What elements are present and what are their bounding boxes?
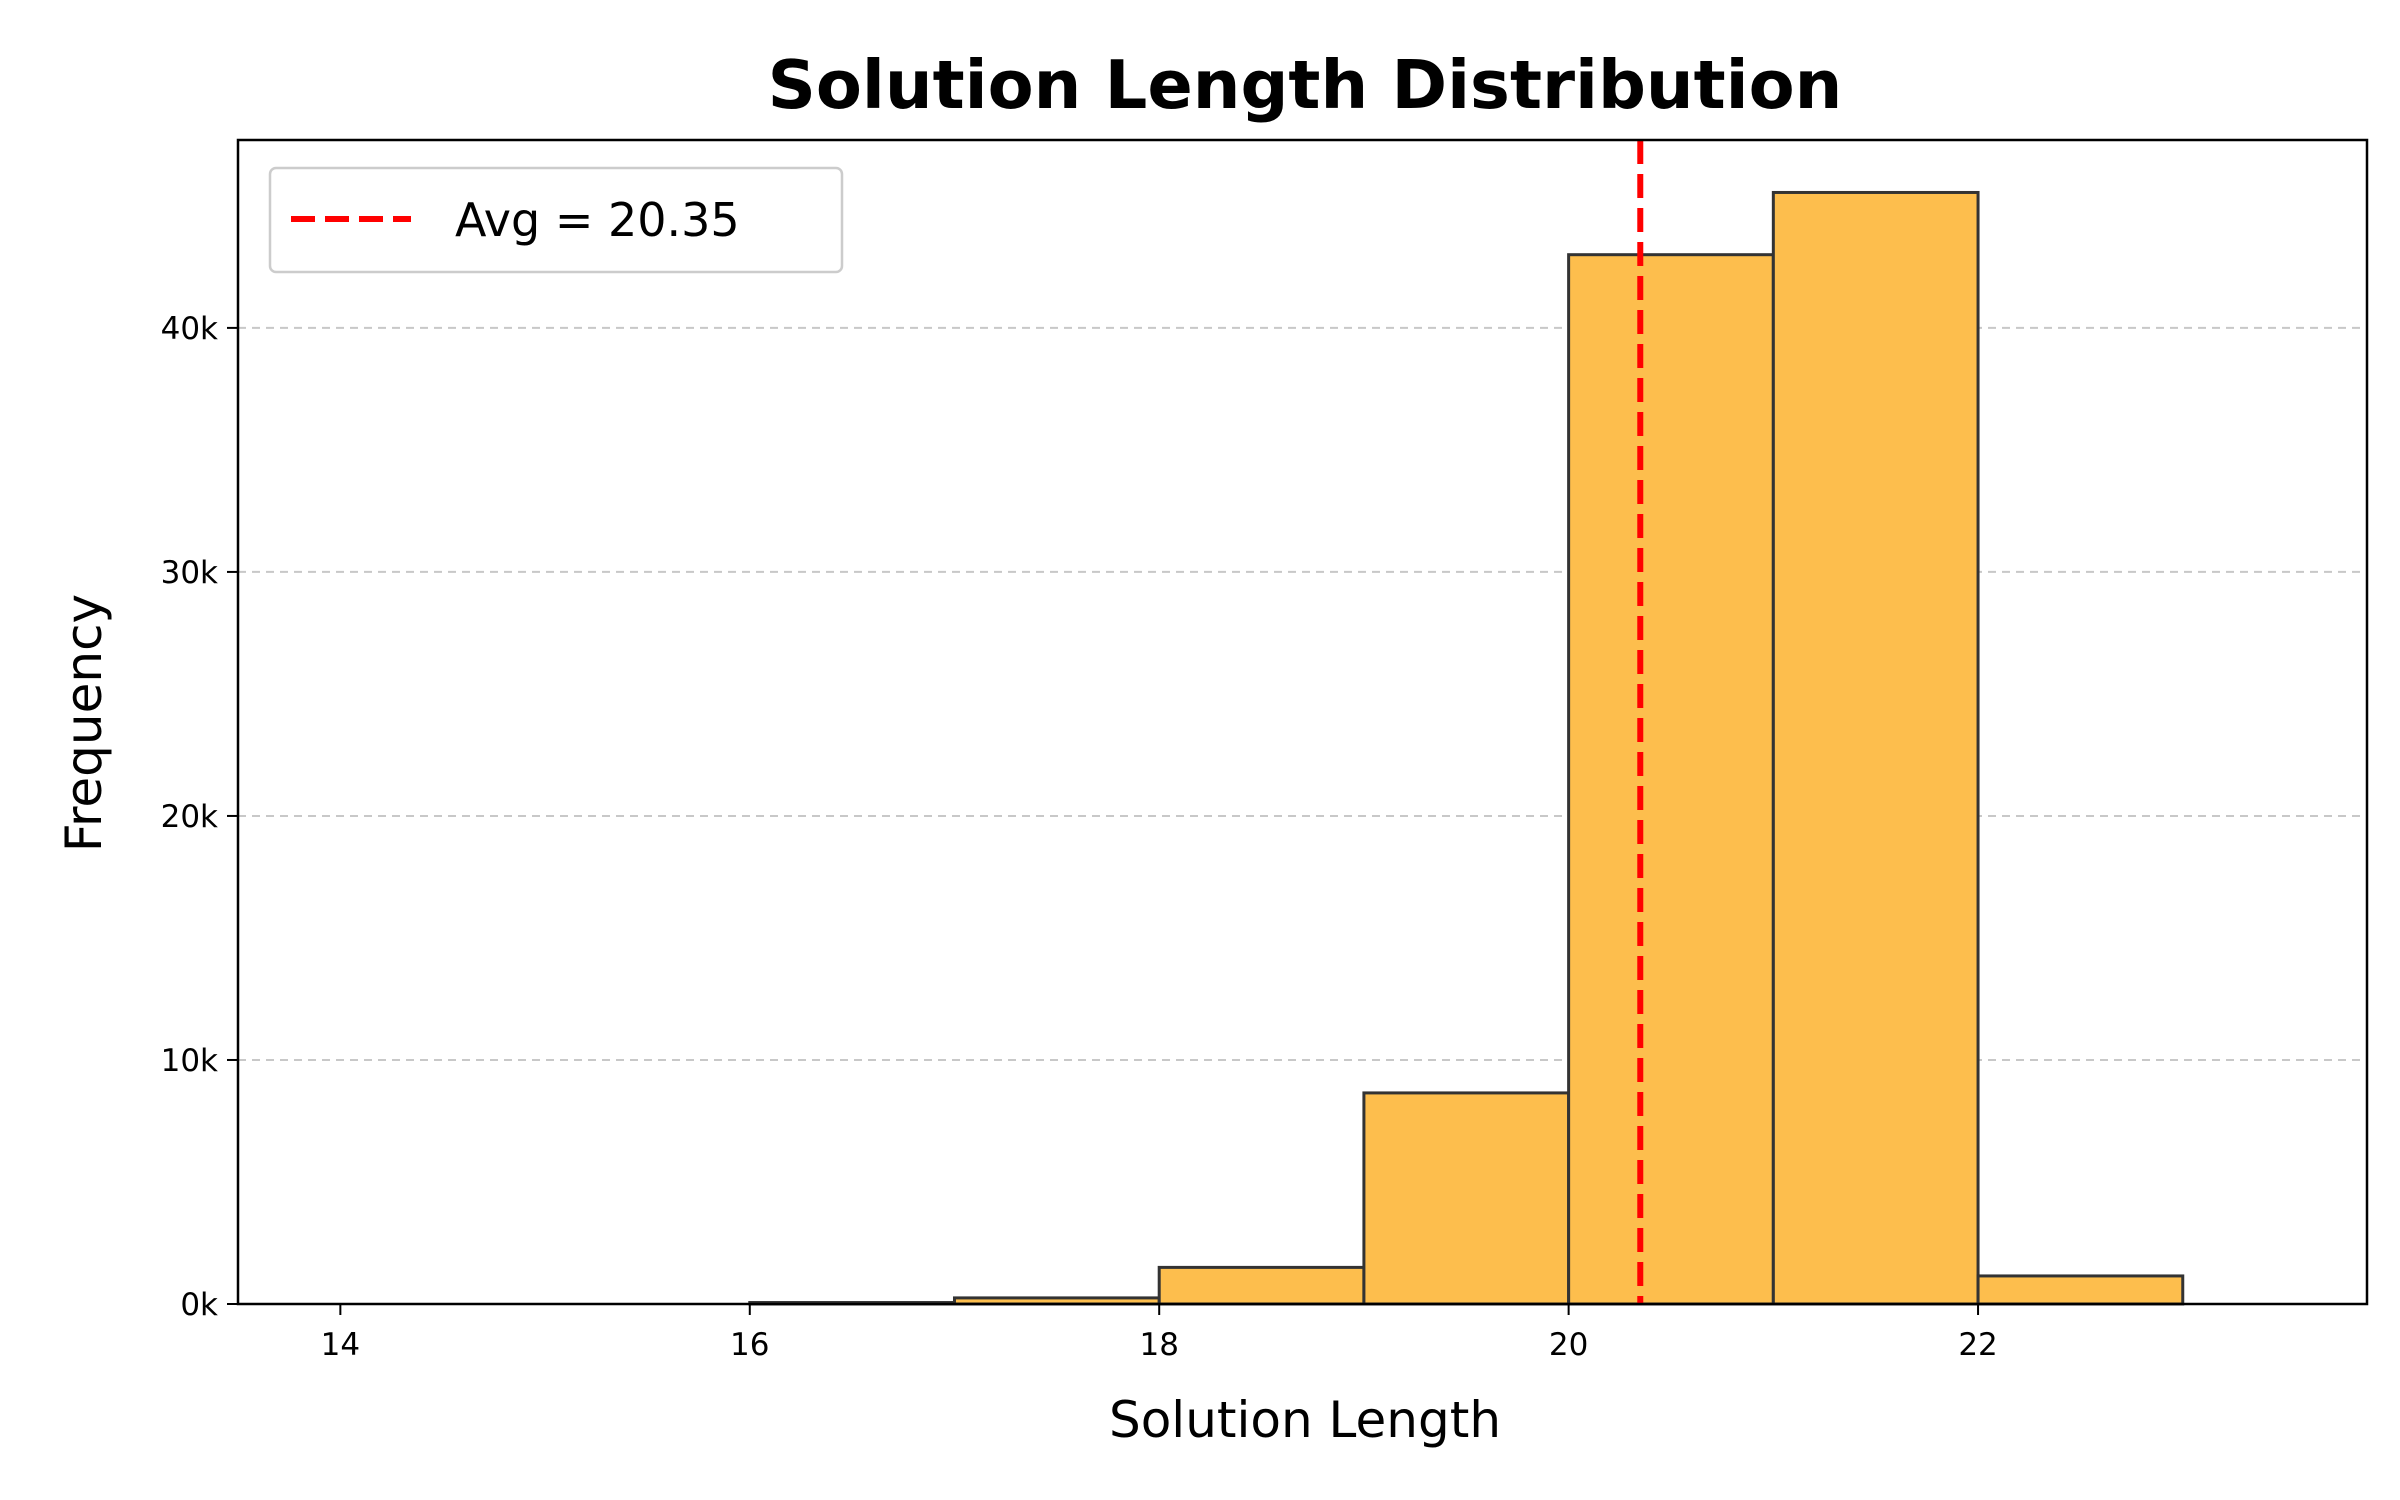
plot-frame (236, 138, 2369, 1306)
legend-box (268, 166, 844, 274)
histogram-bars (748, 190, 2185, 1306)
histogram-bar-4 (1157, 1265, 1366, 1306)
y-tick-label-4: 40k (161, 311, 218, 347)
x-tick-label-4: 22 (1958, 1327, 1997, 1363)
legend-label: Avg = 20.35 (455, 193, 740, 247)
histogram-bar-6 (1567, 253, 1775, 1306)
x-tick-label-0: 14 (321, 1327, 360, 1363)
x-tick-label-3: 20 (1549, 1327, 1588, 1363)
histogram-bar-7 (1771, 190, 1980, 1306)
x-axis-ticks: 14 16 18 20 22 (321, 1304, 1998, 1363)
y-axis-ticks: 0k 10k 20k 30k 40k (161, 311, 238, 1323)
x-axis-label: Solution Length (1109, 1391, 1501, 1449)
histogram-bar-8 (1976, 1274, 2185, 1306)
y-axis-label: Frequency (55, 594, 113, 852)
x-tick-label-1: 16 (730, 1327, 769, 1363)
legend: Avg = 20.35 (268, 166, 844, 274)
y-tick-label-0: 0k (180, 1287, 218, 1323)
y-tick-label-1: 10k (161, 1043, 218, 1079)
x-tick-label-2: 18 (1139, 1327, 1178, 1363)
grid-lines (238, 326, 2367, 1061)
y-tick-label-2: 20k (161, 799, 218, 835)
y-tick-label-3: 30k (161, 555, 218, 591)
chart-title: Solution Length Distribution (768, 46, 1843, 124)
histogram-bar-5 (1362, 1091, 1571, 1306)
